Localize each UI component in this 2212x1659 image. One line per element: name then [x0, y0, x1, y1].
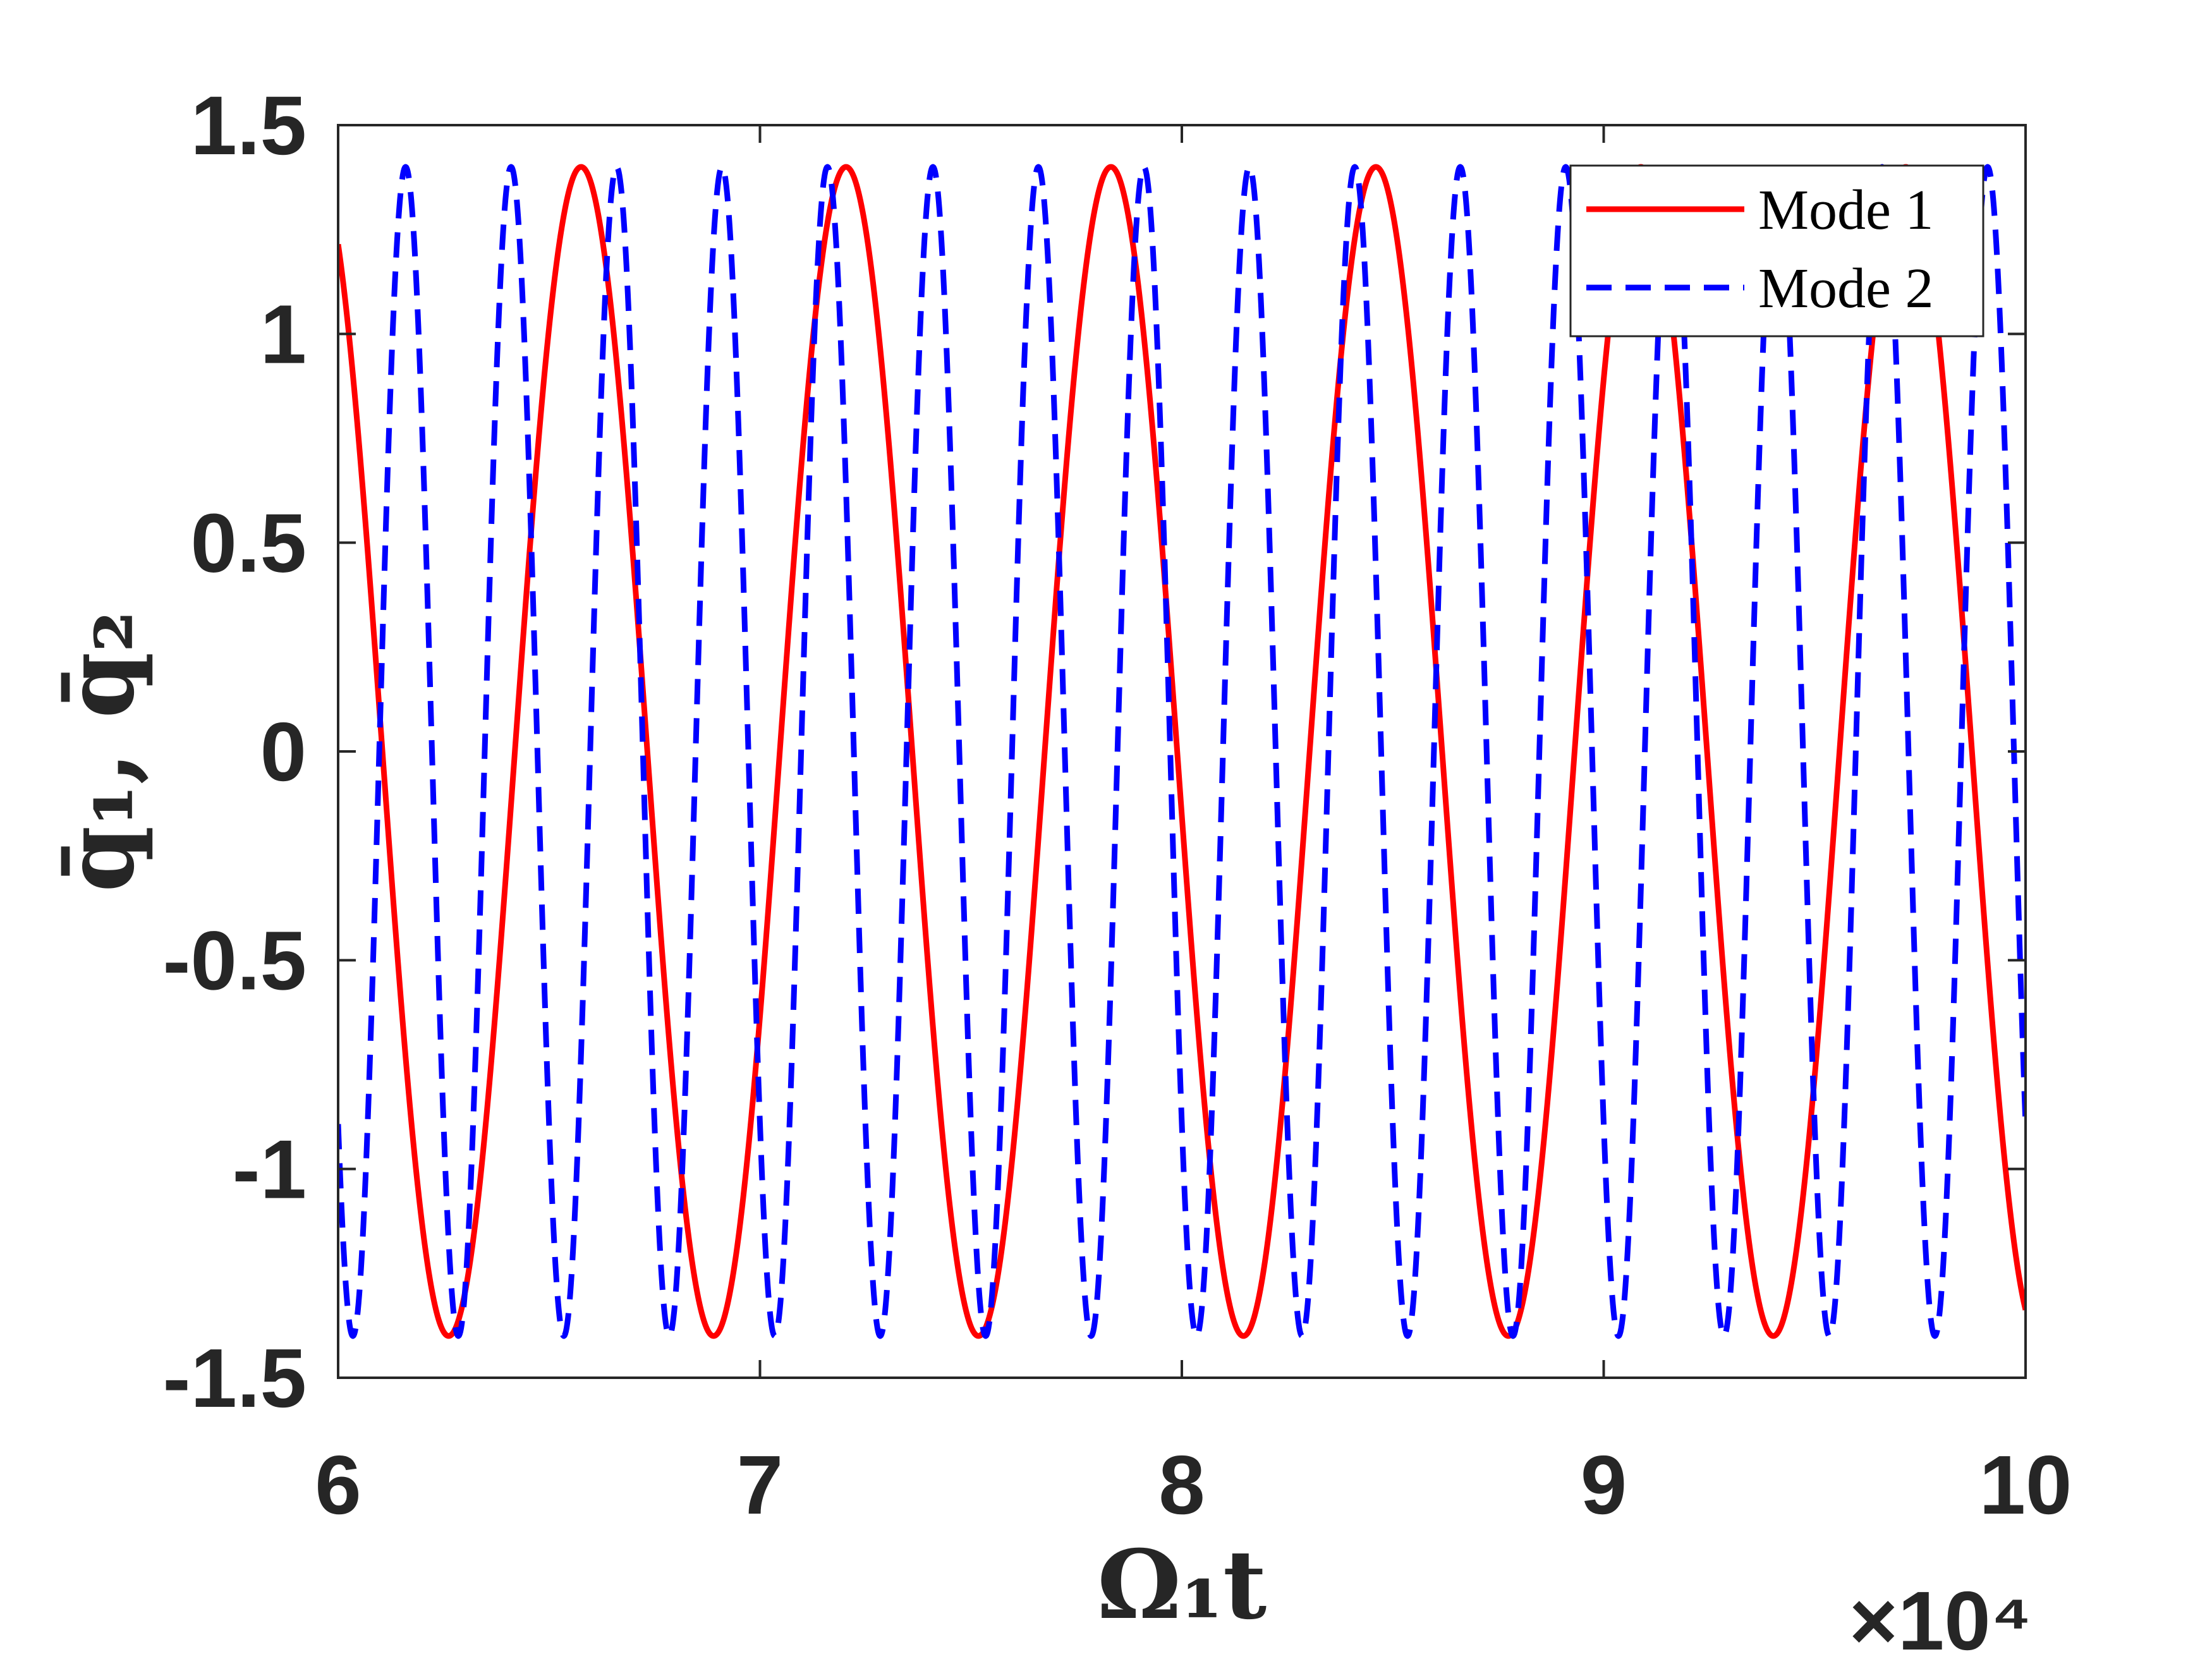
tick-layer: 6 7 8 9 10 1.5 1 0.5 0 -0.5 -1 -1.5 — [163, 79, 2072, 1531]
y-axis-label: q̄₁, q̄₂ — [44, 611, 155, 892]
series-line-mode-2 — [338, 164, 2026, 1339]
legend-label-mode-2: Mode 2 — [1758, 257, 1933, 320]
y-tick-label: 0.5 — [191, 497, 307, 590]
x-exponent-label: ×10⁴ — [1849, 1574, 2032, 1659]
series-layer — [338, 164, 2026, 1339]
legend: Mode 1 Mode 2 — [1569, 164, 1984, 337]
x-tick-label: 9 — [1581, 1438, 1627, 1531]
legend-box — [1569, 164, 1984, 337]
y-tick-label: -1.5 — [163, 1332, 307, 1425]
y-tick-label: 1 — [260, 288, 307, 380]
y-tick-label: 1.5 — [191, 79, 307, 172]
x-tick-label: 7 — [737, 1438, 783, 1531]
x-axis-label: Ω₁t — [1097, 1529, 1267, 1641]
x-tick-label: 8 — [1158, 1438, 1205, 1531]
series-line-mode-1 — [338, 164, 2026, 1339]
y-tick-label: 0 — [260, 705, 307, 798]
y-tick-label: -1 — [233, 1123, 307, 1216]
legend-label-mode-1: Mode 1 — [1758, 179, 1933, 241]
x-tick-label: 6 — [315, 1438, 361, 1531]
x-tick-label: 10 — [1979, 1438, 2072, 1531]
y-tick-label: -0.5 — [163, 914, 307, 1007]
